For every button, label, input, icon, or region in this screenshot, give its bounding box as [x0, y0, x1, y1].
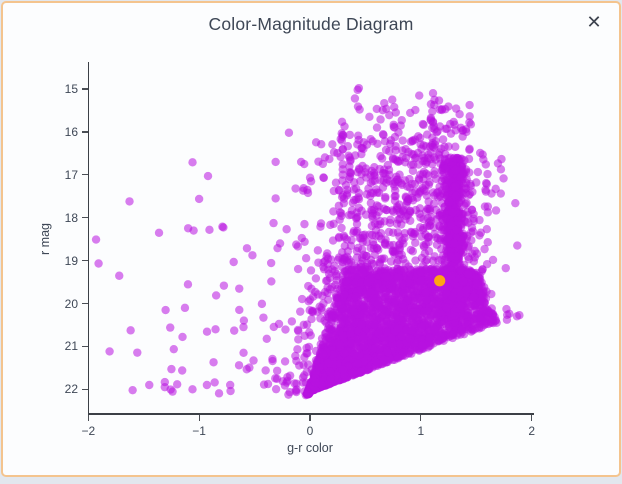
- y-tick-label: 22: [64, 382, 78, 397]
- y-tick-mark: [82, 302, 88, 305]
- plot-area: [88, 62, 544, 413]
- x-tick-mark: [198, 414, 200, 421]
- x-tick-mark: [309, 414, 311, 421]
- y-tick-label: 17: [64, 167, 78, 182]
- x-tick-mark: [420, 414, 422, 421]
- y-tick-label: 20: [64, 296, 78, 311]
- y-tick-mark: [82, 345, 88, 348]
- x-tick-mark: [87, 414, 89, 421]
- y-tick-label: 16: [64, 124, 78, 139]
- y-tick-label: 18: [64, 210, 78, 225]
- x-axis-label: g-r color: [287, 441, 333, 455]
- scatter-canvas[interactable]: [88, 62, 544, 413]
- close-icon: ✕: [586, 12, 602, 32]
- y-tick-mark: [82, 388, 88, 390]
- chart-title: Color-Magnitude Diagram: [208, 14, 414, 34]
- y-tick-mark: [82, 259, 88, 262]
- y-tick-mark: [82, 88, 88, 90]
- x-tick-label: −2: [81, 424, 96, 438]
- y-tick-mark: [82, 217, 88, 219]
- x-tick-label: 2: [528, 424, 536, 438]
- x-tick-label: 1: [417, 424, 425, 438]
- x-tick-mark: [531, 414, 533, 421]
- x-tick-label: −1: [192, 424, 206, 438]
- x-axis-line: [87, 413, 534, 415]
- x-tick-label: 0: [306, 424, 314, 438]
- y-tick-label: 19: [64, 253, 78, 268]
- y-tick-mark: [82, 131, 88, 133]
- y-tick-mark: [82, 174, 88, 176]
- y-axis-label: r mag: [38, 223, 52, 255]
- close-button[interactable]: ✕: [580, 8, 608, 36]
- y-tick-label: 21: [64, 339, 78, 354]
- y-tick-label: 15: [64, 82, 78, 96]
